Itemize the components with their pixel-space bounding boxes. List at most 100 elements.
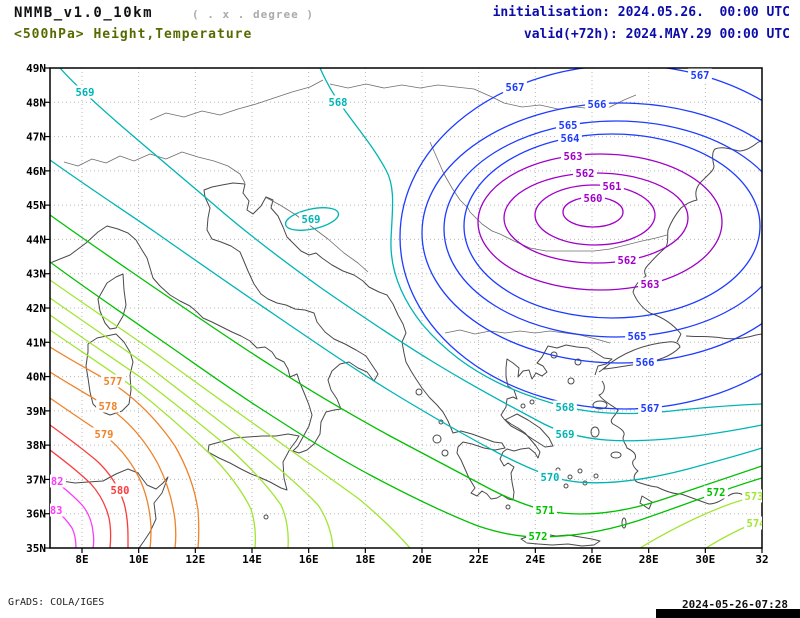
contour-label-560: 560 xyxy=(584,193,603,205)
coast-north-africa xyxy=(50,468,169,548)
lat-label-42N: 42N xyxy=(26,302,46,315)
contour-566 xyxy=(421,102,762,364)
contour-label-563: 563 xyxy=(641,279,660,291)
island-rhodes xyxy=(639,495,653,510)
island-sardinia xyxy=(85,333,134,416)
field-title: <500hPa> Height,Temperature xyxy=(14,27,253,42)
lat-label-40N: 40N xyxy=(26,371,46,384)
contour-label-bg xyxy=(581,191,605,205)
coast-blacksea-west xyxy=(632,139,762,335)
lon-label-32: 32 xyxy=(755,553,768,566)
contour-label-572: 572 xyxy=(529,531,548,543)
contour-label-567: 567 xyxy=(641,403,660,415)
contour-label-569: 569 xyxy=(556,429,575,441)
contour-label-bg xyxy=(625,329,649,343)
contour-label-bg xyxy=(299,212,323,226)
coastlines xyxy=(50,139,762,548)
grid-lines xyxy=(50,68,762,548)
contour-label-579: 579 xyxy=(95,429,114,441)
contour-572 xyxy=(50,261,762,538)
contour-label-577: 577 xyxy=(104,376,123,388)
lon-label-8E: 8E xyxy=(75,553,88,566)
contour-575 xyxy=(50,314,289,548)
contour-563 xyxy=(477,153,723,291)
contour-label-bg xyxy=(638,277,662,291)
contour-label-bg xyxy=(92,427,116,441)
contour-label-bg xyxy=(573,166,597,180)
contour-label-bg xyxy=(326,95,350,109)
lat-label-35N: 35N xyxy=(26,542,46,555)
contour-label-bg xyxy=(553,400,577,414)
lon-label-28E: 28E xyxy=(639,553,659,566)
longitude-axis-labels: 8E 10E 12E 14E 16E 18E 20E 22E 24E 26E 28E 30E 32 xyxy=(75,553,768,566)
contour-label-574: 574 xyxy=(747,518,766,530)
grads-credit: GrADS: COLA/IGES xyxy=(8,597,105,608)
lon-label-20E: 20E xyxy=(412,553,432,566)
contour-label-582: 582 xyxy=(45,476,64,488)
contour-label-571: 571 xyxy=(536,505,555,517)
contour-label-570: 570 xyxy=(541,472,560,484)
contour-567 xyxy=(399,68,762,410)
contour-574-sw xyxy=(50,297,334,548)
contour-569 xyxy=(59,68,762,442)
coast-blacksea-south xyxy=(685,333,762,340)
contour-label-578: 578 xyxy=(99,401,118,413)
lat-label-37N: 37N xyxy=(26,473,46,486)
contour-label-bg xyxy=(600,179,624,193)
contour-label-566: 566 xyxy=(588,99,607,111)
lon-label-10E: 10E xyxy=(129,553,149,566)
contour-label-bg xyxy=(50,474,66,488)
contour-561 xyxy=(534,184,656,246)
lon-label-18E: 18E xyxy=(355,553,375,566)
coast-marmara xyxy=(598,333,682,373)
map-frame xyxy=(49,67,763,549)
init-time-label: initialisation: 2024.05.26. 00:00 UTC xyxy=(492,5,790,20)
contour-label-bg xyxy=(101,374,125,388)
contour-lines xyxy=(50,68,762,548)
island-corsica xyxy=(97,273,127,330)
lat-label-46N: 46N xyxy=(26,165,46,178)
contour-label-567: 567 xyxy=(691,70,710,82)
contour-571 xyxy=(50,214,762,515)
contour-label-583: 583 xyxy=(44,505,63,517)
contour-label-569: 569 xyxy=(302,214,321,226)
contour-576 xyxy=(50,329,257,548)
lat-label-49N: 49N xyxy=(26,62,46,75)
contour-label-561: 561 xyxy=(603,181,622,193)
lon-label-14E: 14E xyxy=(242,553,262,566)
model-title: NMMB_v1.0_10km xyxy=(14,5,154,21)
contour-label-bg xyxy=(688,68,712,82)
lon-label-22E: 22E xyxy=(469,553,489,566)
contour-label-bg xyxy=(704,485,728,499)
contour-577 xyxy=(50,346,200,548)
contour-570 xyxy=(50,159,762,484)
contour-label-568: 568 xyxy=(329,97,348,109)
lat-label-41N: 41N xyxy=(26,336,46,349)
coast-turkey-aegean xyxy=(598,380,762,505)
contour-label-562: 562 xyxy=(618,255,637,267)
lat-label-48N: 48N xyxy=(26,96,46,109)
island-euboea xyxy=(504,413,554,448)
contour-579 xyxy=(50,397,152,548)
contour-label-bg xyxy=(561,149,585,163)
contour-565 xyxy=(443,120,762,338)
contour-label-572: 572 xyxy=(707,487,726,499)
lat-label-38N: 38N xyxy=(26,439,46,452)
contour-label-bg xyxy=(73,85,97,99)
contour-label-bg xyxy=(638,401,662,415)
valid-time-label: valid(+72h): 2024.MAY.29 00:00 UTC xyxy=(523,27,790,42)
contour-label-bg xyxy=(50,503,65,517)
contour-label-bg xyxy=(526,529,550,543)
contour-label-564: 564 xyxy=(561,133,580,145)
contour-label-562: 562 xyxy=(576,168,595,180)
contour-label-bg xyxy=(553,427,577,441)
contour-label-bg xyxy=(108,483,132,497)
contour-578 xyxy=(50,371,177,548)
contour-label-bg xyxy=(744,516,762,530)
contour-564 xyxy=(463,133,761,319)
contour-label-580: 580 xyxy=(111,485,130,497)
island-sicily xyxy=(207,433,300,491)
contour-label-bg xyxy=(96,399,120,413)
latitude-axis-labels: 49N 48N 47N 46N 45N 44N 43N 42N 41N 40N 39N 38N 37N 3… xyxy=(26,62,46,555)
